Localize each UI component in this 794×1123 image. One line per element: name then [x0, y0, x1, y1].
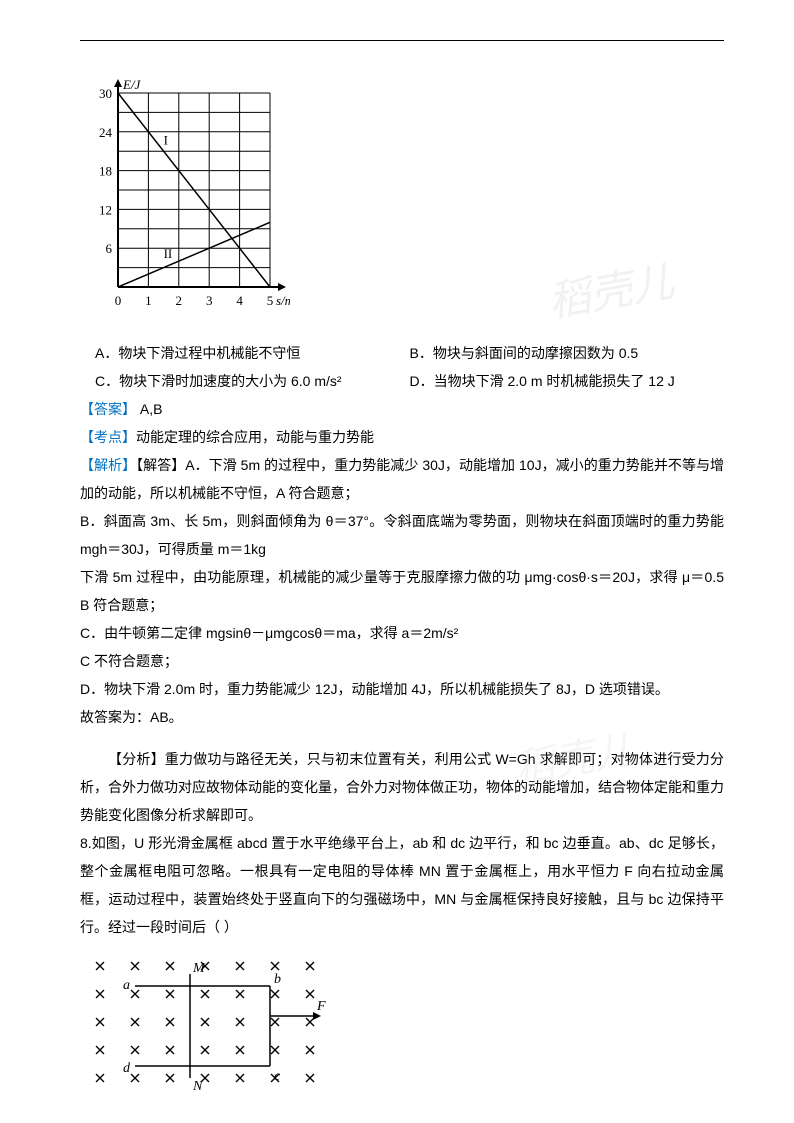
analysis-label: 【解析】	[80, 457, 136, 473]
svg-text:a: a	[123, 978, 130, 993]
fenxi-block: 【分析】重力做功与路径无关，只与初末位置有关，利用公式 W=Gh 求解即可；对物…	[80, 745, 724, 829]
svg-text:d: d	[123, 1061, 131, 1076]
exam-point-value: 动能定理的综合应用，动能与重力势能	[136, 429, 374, 445]
analysis-part-4: C 不符合题意；	[80, 647, 724, 675]
svg-text:1: 1	[145, 293, 152, 308]
svg-text:I: I	[164, 133, 168, 148]
analysis-part-6: 故答案为：AB。	[80, 703, 724, 731]
svg-text:E/J: E/J	[122, 77, 142, 92]
svg-text:M: M	[192, 961, 206, 976]
analysis-part-5: D．物块下滑 2.0m 时，重力势能减少 12J，动能增加 4J，所以机械能损失…	[80, 675, 724, 703]
analysis-sublabel: 【解答】	[136, 457, 185, 473]
svg-text:12: 12	[99, 202, 112, 217]
answer-value: A,B	[136, 401, 162, 417]
answer-options: A．物块下滑过程中机械能不守恒 B．物块与斜面间的动摩擦因数为 0.5 C．物块…	[95, 339, 724, 395]
analysis-part-1: B．斜面高 3m、长 5m，则斜面倾角为 θ＝37°。令斜面底端为零势面，则物块…	[80, 507, 724, 563]
analysis-block: 【解析】【解答】A．下滑 5m 的过程中，重力势能减少 30J，动能增加 10J…	[80, 451, 724, 507]
svg-text:c: c	[274, 1069, 281, 1084]
circuit-diagram: M Na b c d F	[80, 951, 724, 1105]
exam-point-line: 【考点】动能定理的综合应用，动能与重力势能	[80, 423, 724, 451]
energy-chart: 612182430012345E/Js/mIII	[80, 75, 724, 324]
analysis-part-3: C．由牛顿第二定律 mgsinθ－μmgcosθ＝ma，求得 a＝2m/s²	[80, 619, 724, 647]
page-top-rule	[80, 40, 724, 41]
exam-point-label: 【考点】	[80, 429, 136, 445]
svg-text:4: 4	[236, 293, 243, 308]
option-d: D．当物块下滑 2.0 m 时机械能损失了 12 J	[410, 367, 725, 395]
answer-line: 【答案】 A,B	[80, 395, 724, 423]
answer-label: 【答案】	[80, 401, 136, 417]
question-8: 8.如图，U 形光滑金属框 abcd 置于水平绝缘平台上，ab 和 dc 边平行…	[80, 829, 724, 941]
option-b: B．物块与斜面间的动摩擦因数为 0.5	[410, 339, 725, 367]
svg-text:24: 24	[99, 125, 113, 140]
svg-text:18: 18	[99, 164, 112, 179]
option-c: C．物块下滑时加速度的大小为 6.0 m/s²	[95, 367, 410, 395]
svg-text:3: 3	[206, 293, 213, 308]
svg-text:F: F	[316, 999, 326, 1014]
svg-text:5: 5	[267, 293, 274, 308]
svg-text:30: 30	[99, 86, 112, 101]
svg-text:b: b	[274, 972, 281, 987]
svg-text:II: II	[164, 246, 173, 261]
svg-text:6: 6	[106, 241, 113, 256]
spacer	[80, 731, 724, 745]
analysis-part-2: 下滑 5m 过程中，由功能原理，机械能的减少量等于克服摩擦力做的功 μmg·co…	[80, 563, 724, 619]
svg-text:0: 0	[115, 293, 122, 308]
svg-text:N: N	[192, 1079, 203, 1094]
option-a: A．物块下滑过程中机械能不守恒	[95, 339, 410, 367]
svg-text:2: 2	[176, 293, 183, 308]
svg-text:s/m: s/m	[276, 293, 290, 308]
